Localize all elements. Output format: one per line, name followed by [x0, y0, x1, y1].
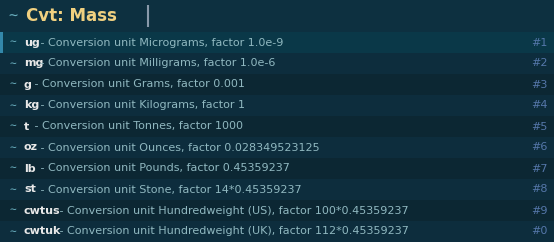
- Bar: [0, 200, 554, 221]
- Text: cwtus: cwtus: [24, 205, 60, 215]
- Bar: [0, 221, 554, 242]
- Text: ∼: ∼: [10, 38, 17, 47]
- Text: oz: oz: [24, 143, 38, 152]
- Bar: [0, 53, 554, 74]
- Text: t: t: [24, 121, 29, 131]
- Text: #3: #3: [532, 80, 548, 90]
- Bar: [0, 179, 554, 200]
- Text: - Conversion unit Milligrams, factor 1.0e-6: - Conversion unit Milligrams, factor 1.0…: [38, 59, 276, 68]
- Text: #1: #1: [532, 38, 548, 47]
- Text: #4: #4: [531, 100, 548, 111]
- Bar: [0, 32, 3, 53]
- Bar: [0, 116, 554, 137]
- Text: #7: #7: [531, 164, 548, 174]
- Text: ∼: ∼: [10, 100, 17, 111]
- Text: - Conversion unit Micrograms, factor 1.0e-9: - Conversion unit Micrograms, factor 1.0…: [38, 38, 284, 47]
- Text: ∼: ∼: [10, 227, 17, 236]
- Text: #0: #0: [532, 227, 548, 236]
- Text: - Conversion unit Tonnes, factor 1000: - Conversion unit Tonnes, factor 1000: [31, 121, 243, 131]
- Text: - Conversion unit Kilograms, factor 1: - Conversion unit Kilograms, factor 1: [38, 100, 245, 111]
- Text: st: st: [24, 184, 36, 195]
- Text: ug: ug: [24, 38, 40, 47]
- Text: mg: mg: [24, 59, 43, 68]
- Bar: [0, 137, 554, 158]
- Text: lb: lb: [24, 164, 35, 174]
- Text: ∼: ∼: [10, 59, 17, 68]
- Bar: [0, 158, 554, 179]
- Text: cwtuk: cwtuk: [24, 227, 61, 236]
- Text: ∼: ∼: [8, 8, 17, 23]
- Text: ∼: ∼: [10, 80, 17, 90]
- Text: kg: kg: [24, 100, 39, 111]
- Text: ∼: ∼: [10, 164, 17, 174]
- Text: ∼: ∼: [10, 121, 17, 131]
- Text: #6: #6: [532, 143, 548, 152]
- Text: - Conversion unit Hundredweight (UK), factor 112*0.45359237: - Conversion unit Hundredweight (UK), fa…: [56, 227, 409, 236]
- Text: Cvt: Mass: Cvt: Mass: [26, 7, 117, 25]
- Text: #9: #9: [531, 205, 548, 215]
- Text: ∼: ∼: [10, 205, 17, 215]
- Text: - Conversion unit Ounces, factor 0.028349523125: - Conversion unit Ounces, factor 0.02834…: [38, 143, 320, 152]
- Text: - Conversion unit Hundredweight (US), factor 100*0.45359237: - Conversion unit Hundredweight (US), fa…: [56, 205, 409, 215]
- Bar: [0, 74, 554, 95]
- Text: - Conversion unit Stone, factor 14*0.45359237: - Conversion unit Stone, factor 14*0.453…: [38, 184, 302, 195]
- Text: #8: #8: [531, 184, 548, 195]
- Text: - Conversion unit Grams, factor 0.001: - Conversion unit Grams, factor 0.001: [31, 80, 245, 90]
- Bar: [0, 32, 554, 53]
- Text: #2: #2: [531, 59, 548, 68]
- Text: - Conversion unit Pounds, factor 0.45359237: - Conversion unit Pounds, factor 0.45359…: [38, 164, 290, 174]
- Text: g: g: [24, 80, 32, 90]
- Text: ∼: ∼: [10, 184, 17, 195]
- Text: #5: #5: [532, 121, 548, 131]
- Text: ∼: ∼: [10, 143, 17, 152]
- Bar: [0, 95, 554, 116]
- Bar: [0, 0, 554, 32]
